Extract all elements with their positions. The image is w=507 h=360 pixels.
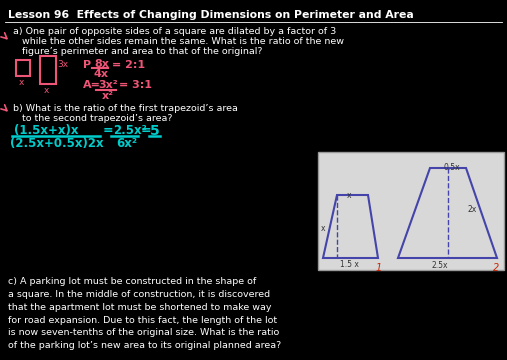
Text: 5: 5 <box>150 124 160 138</box>
Text: 0.5x: 0.5x <box>443 163 460 172</box>
Text: figure’s perimeter and area to that of the original?: figure’s perimeter and area to that of t… <box>13 47 263 56</box>
Text: x²: x² <box>102 91 114 101</box>
Text: x: x <box>19 78 24 87</box>
Text: x: x <box>321 224 325 233</box>
Bar <box>318 152 504 270</box>
Text: 2.5x: 2.5x <box>432 261 449 270</box>
Text: to the second trapezoid’s area?: to the second trapezoid’s area? <box>13 114 172 123</box>
Text: 6x²: 6x² <box>116 137 137 150</box>
Text: 4x: 4x <box>94 69 109 79</box>
Text: 2x: 2x <box>468 205 477 214</box>
Text: x: x <box>347 191 351 200</box>
Text: =: = <box>103 124 114 137</box>
Text: 8x: 8x <box>94 59 109 69</box>
Text: b) What is the ratio of the first trapezoid’s area: b) What is the ratio of the first trapez… <box>13 104 238 113</box>
Text: a) One pair of opposite sides of a square are dilated by a factor of 3: a) One pair of opposite sides of a squar… <box>13 27 336 36</box>
Text: 2: 2 <box>493 263 499 273</box>
Text: c) A parking lot must be constructed in the shape of
a square. In the middle of : c) A parking lot must be constructed in … <box>8 277 281 350</box>
Text: 1.5 x: 1.5 x <box>340 260 359 269</box>
Text: =: = <box>141 124 152 137</box>
Text: Lesson 96  Effects of Changing Dimensions on Perimeter and Area: Lesson 96 Effects of Changing Dimensions… <box>8 10 414 20</box>
Text: A=: A= <box>83 80 101 90</box>
Text: 3x: 3x <box>57 60 68 69</box>
Text: x: x <box>44 86 49 95</box>
Text: P: P <box>83 60 91 70</box>
Text: while the other sides remain the same. What is the ratio of the new: while the other sides remain the same. W… <box>13 37 344 46</box>
Bar <box>40 56 56 84</box>
Bar <box>16 60 30 76</box>
Text: (2.5x+0.5x)2x: (2.5x+0.5x)2x <box>10 137 103 150</box>
Text: 3x²: 3x² <box>98 80 118 90</box>
Text: 2.5x²: 2.5x² <box>113 124 147 137</box>
Text: 1: 1 <box>376 263 382 273</box>
Text: = 3:1: = 3:1 <box>119 80 152 90</box>
Text: = 2:1: = 2:1 <box>112 60 145 70</box>
Text: (1.5x+x)x: (1.5x+x)x <box>14 124 79 137</box>
